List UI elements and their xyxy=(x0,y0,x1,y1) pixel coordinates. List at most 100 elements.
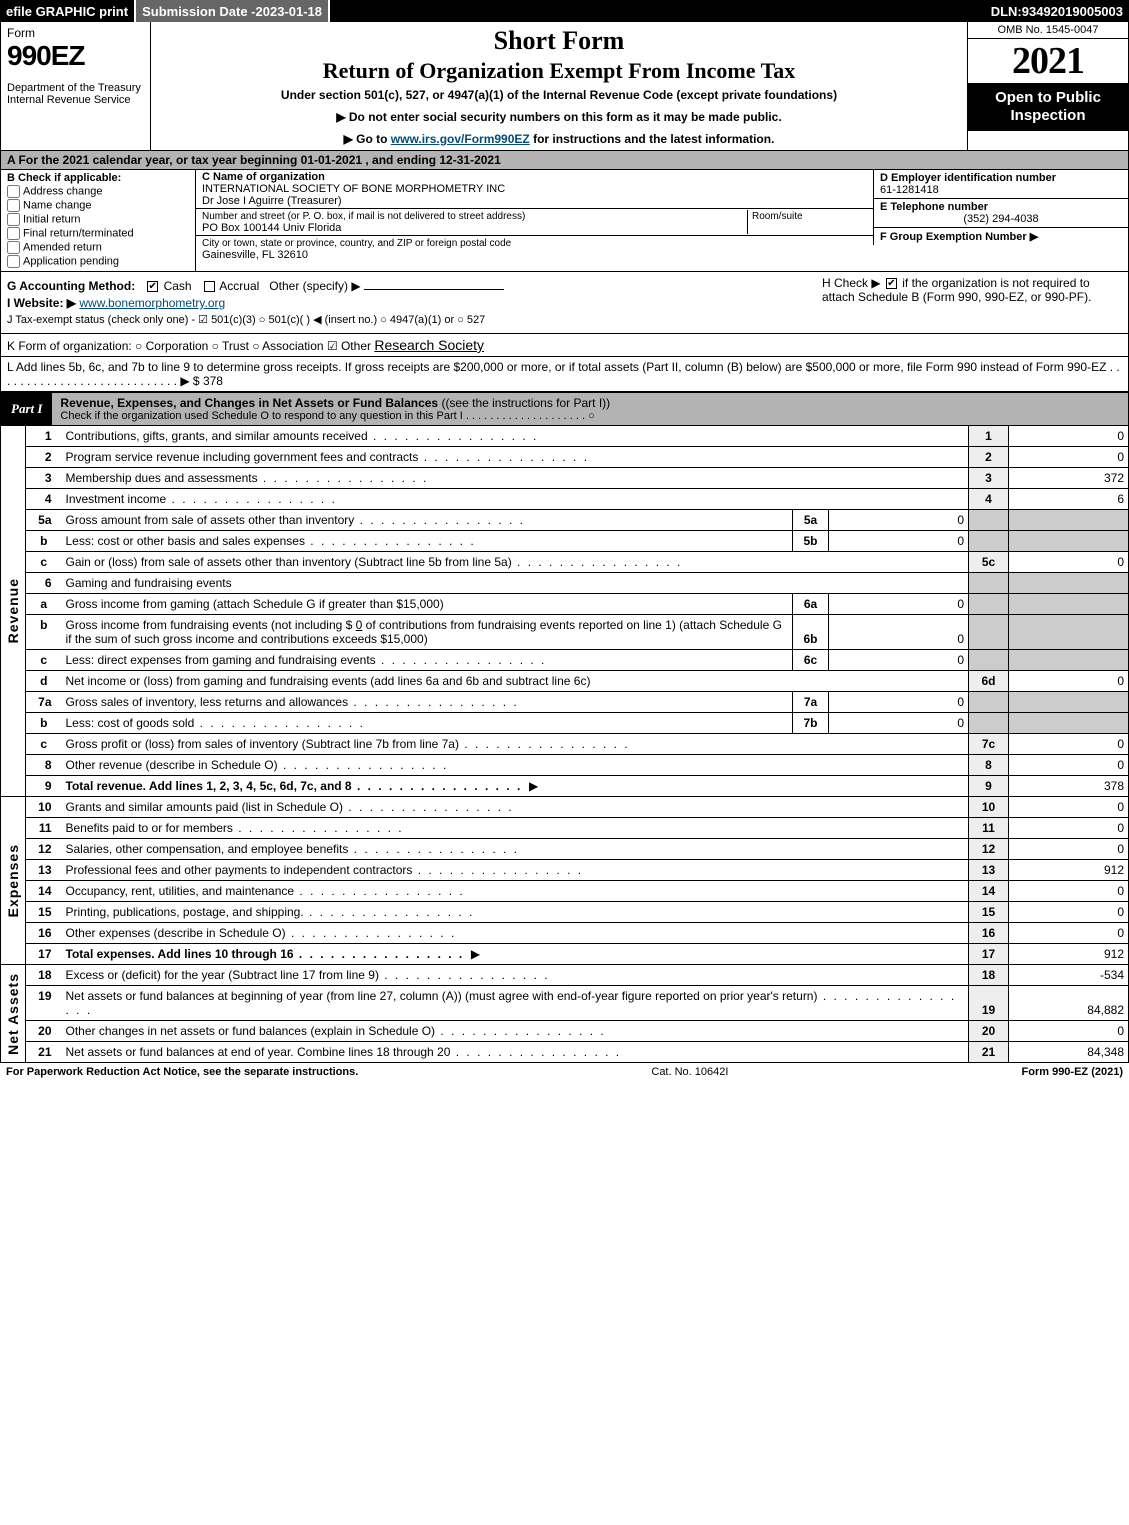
row-18-rnum: 18 xyxy=(969,965,1009,986)
topbar-spacer xyxy=(330,0,985,22)
chk-application-pending[interactable]: Application pending xyxy=(7,255,189,268)
chk-address-change[interactable]: Address change xyxy=(7,185,189,198)
row-1-num: 1 xyxy=(26,426,62,447)
row-11-rnum: 11 xyxy=(969,818,1009,839)
row-18: Net Assets 18 Excess or (deficit) for th… xyxy=(1,965,1129,986)
tax-year: 2021 xyxy=(968,39,1128,83)
website-link[interactable]: www.bonemorphometry.org xyxy=(79,296,225,310)
row-20-rnum: 20 xyxy=(969,1021,1009,1042)
chk-amended-return-box[interactable] xyxy=(7,241,20,254)
row-8-num: 8 xyxy=(26,755,62,776)
efile-print[interactable]: efile GRAPHIC print xyxy=(0,0,136,22)
row-8-desc-text: Other revenue (describe in Schedule O) xyxy=(66,758,449,772)
chk-address-change-box[interactable] xyxy=(7,185,20,198)
row-21-desc-text: Net assets or fund balances at end of ye… xyxy=(66,1045,622,1059)
row-17-val: 912 xyxy=(1009,944,1129,965)
chk-address-change-label: Address change xyxy=(23,185,103,197)
row-6d-desc: Net income or (loss) from gaming and fun… xyxy=(62,671,969,692)
org-city-cell: City or town, state or province, country… xyxy=(196,236,873,262)
row-5a-val xyxy=(1009,510,1129,531)
row-5b-desc: Less: cost or other basis and sales expe… xyxy=(62,531,793,552)
row-15-rnum: 15 xyxy=(969,902,1009,923)
row-1-val: 0 xyxy=(1009,426,1129,447)
line-i-label: I Website: ▶ xyxy=(7,296,76,310)
irs-link[interactable]: www.irs.gov/Form990EZ xyxy=(391,132,530,146)
row-5a-mv: 0 xyxy=(829,510,969,531)
org-name: INTERNATIONAL SOCIETY OF BONE MORPHOMETR… xyxy=(202,183,505,195)
row-16-rnum: 16 xyxy=(969,923,1009,944)
form-header: Form 990EZ Department of the Treasury In… xyxy=(0,22,1129,151)
opt-accrual: Accrual xyxy=(219,279,259,293)
row-14-desc-text: Occupancy, rent, utilities, and maintena… xyxy=(66,884,465,898)
row-6c-desc-text: Less: direct expenses from gaming and fu… xyxy=(66,653,547,667)
title-short-form: Short Form xyxy=(157,26,961,56)
row-6c-mn: 6c xyxy=(793,650,829,671)
dln: DLN: 93492019005003 xyxy=(985,0,1129,22)
chk-initial-return[interactable]: Initial return xyxy=(7,213,189,226)
other-specify-blank[interactable] xyxy=(364,289,504,290)
box-c: C Name of organization INTERNATIONAL SOC… xyxy=(196,170,873,271)
row-8-val: 0 xyxy=(1009,755,1129,776)
form-word: Form xyxy=(7,26,144,40)
org-care-of: Dr Jose I Aguirre (Treasurer) xyxy=(202,195,342,207)
row-6: 6 Gaming and fundraising events xyxy=(1,573,1129,594)
line-l: L Add lines 5b, 6c, and 7b to line 9 to … xyxy=(0,357,1129,392)
row-19: 19 Net assets or fund balances at beginn… xyxy=(1,986,1129,1021)
chk-cash[interactable] xyxy=(147,281,158,292)
dln-value: 93492019005003 xyxy=(1022,4,1123,19)
box-def: D Employer identification number 61-1281… xyxy=(873,170,1128,271)
part-1-table: Revenue 1 Contributions, gifts, grants, … xyxy=(0,426,1129,1063)
row-6b-rnum xyxy=(969,615,1009,650)
chk-accrual[interactable] xyxy=(204,281,215,292)
row-19-val: 84,882 xyxy=(1009,986,1129,1021)
row-4: 4 Investment income 4 6 xyxy=(1,489,1129,510)
submission-date: Submission Date - 2023-01-18 xyxy=(136,0,330,22)
box-d-label: D Employer identification number xyxy=(880,172,1056,184)
line-h-pre: H Check ▶ xyxy=(822,276,884,290)
goto-note: ▶ Go to www.irs.gov/Form990EZ for instru… xyxy=(157,132,961,146)
box-c-addr-label: Number and street (or P. O. box, if mail… xyxy=(202,211,525,222)
row-21-desc: Net assets or fund balances at end of ye… xyxy=(62,1042,969,1063)
chk-final-return-box[interactable] xyxy=(7,227,20,240)
line-k: K Form of organization: ○ Corporation ○ … xyxy=(0,334,1129,357)
row-1-desc: Contributions, gifts, grants, and simila… xyxy=(62,426,969,447)
chk-name-change-box[interactable] xyxy=(7,199,20,212)
row-11-val: 0 xyxy=(1009,818,1129,839)
org-street: PO Box 100144 Univ Florida xyxy=(202,222,341,234)
subtitle: Under section 501(c), 527, or 4947(a)(1)… xyxy=(157,88,961,102)
row-6a-desc: Gross income from gaming (attach Schedul… xyxy=(62,594,793,615)
chk-name-change[interactable]: Name change xyxy=(7,199,189,212)
chk-final-return[interactable]: Final return/terminated xyxy=(7,227,189,240)
row-9-desc: Total revenue. Add lines 1, 2, 3, 4, 5c,… xyxy=(62,776,969,797)
row-11-desc: Benefits paid to or for members xyxy=(62,818,969,839)
row-18-desc: Excess or (deficit) for the year (Subtra… xyxy=(62,965,969,986)
row-3-rnum: 3 xyxy=(969,468,1009,489)
row-6d-rnum: 6d xyxy=(969,671,1009,692)
chk-amended-return[interactable]: Amended return xyxy=(7,241,189,254)
subdate-value: 2023-01-18 xyxy=(256,4,323,19)
line-l-text: L Add lines 5b, 6c, and 7b to line 9 to … xyxy=(7,360,1120,388)
chk-application-pending-box[interactable] xyxy=(7,255,20,268)
row-2-desc: Program service revenue including govern… xyxy=(62,447,969,468)
row-11: 11 Benefits paid to or for members 11 0 xyxy=(1,818,1129,839)
part-1-title-cell: Revenue, Expenses, and Changes in Net As… xyxy=(52,393,1128,425)
row-21-val: 84,348 xyxy=(1009,1042,1129,1063)
row-15: 15 Printing, publications, postage, and … xyxy=(1,902,1129,923)
line-h-checkbox[interactable] xyxy=(886,278,897,289)
chk-application-pending-label: Application pending xyxy=(23,255,119,267)
chk-initial-return-box[interactable] xyxy=(7,213,20,226)
row-6c-desc: Less: direct expenses from gaming and fu… xyxy=(62,650,793,671)
row-21-num: 21 xyxy=(26,1042,62,1063)
row-6b: b Gross income from fundraising events (… xyxy=(1,615,1129,650)
row-7c-desc-text: Gross profit or (loss) from sales of inv… xyxy=(66,737,630,751)
goto-pre: ▶ Go to xyxy=(344,132,391,146)
row-bcdef: B Check if applicable: Address change Na… xyxy=(0,170,1129,272)
row-5c-val: 0 xyxy=(1009,552,1129,573)
row-6c-mv: 0 xyxy=(829,650,969,671)
row-19-rnum: 19 xyxy=(969,986,1009,1021)
row-7a: 7a Gross sales of inventory, less return… xyxy=(1,692,1129,713)
row-5b-mn: 5b xyxy=(793,531,829,552)
row-21-rnum: 21 xyxy=(969,1042,1009,1063)
row-6d: d Net income or (loss) from gaming and f… xyxy=(1,671,1129,692)
row-13-num: 13 xyxy=(26,860,62,881)
